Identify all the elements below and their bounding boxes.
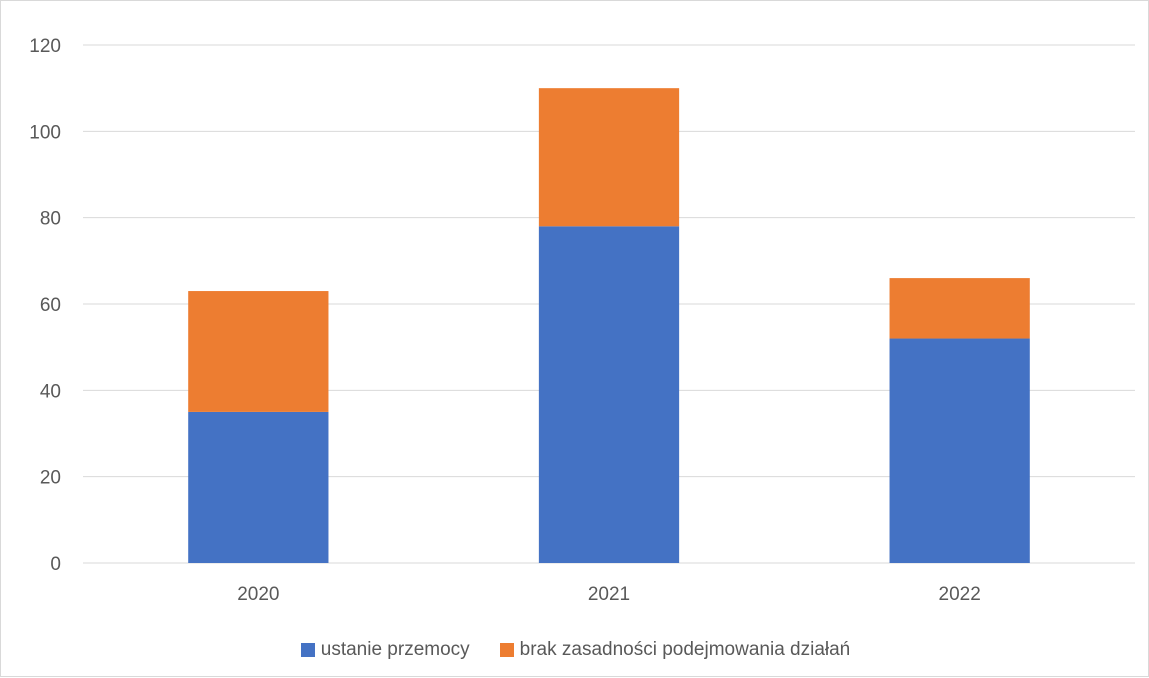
bar-2021-series-0 (538, 226, 680, 564)
chart-legend: ustanie przemocy brak zasadności podejmo… (1, 637, 1149, 663)
y-tick-label-100: 100 (29, 122, 61, 143)
y-tick-label-60: 60 (40, 295, 61, 316)
legend-label-brak-zasadnosci: brak zasadności podejmowania działań (519, 639, 851, 660)
legend-swatch-brak-zasadnosci (499, 643, 514, 657)
legend-item-brak-zasadnosci: brak zasadności podejmowania działań (499, 639, 851, 661)
y-tick-label-40: 40 (40, 381, 61, 402)
y-tick-label-20: 20 (40, 468, 61, 489)
y-tick-label-0: 0 (50, 554, 61, 575)
bar-2021-series-1 (538, 88, 680, 227)
y-tick-label-80: 80 (40, 209, 61, 230)
bar-2022-series-1 (889, 278, 1030, 339)
x-tick-label-2021: 2021 (588, 584, 630, 605)
legend-swatch-ustanie-przemocy (300, 643, 315, 657)
x-tick-label-2020: 2020 (237, 584, 279, 605)
bar-2020-series-1 (188, 291, 329, 412)
bar-2020-series-0 (188, 411, 329, 563)
x-tick-label-2022: 2022 (939, 584, 981, 605)
y-tick-label-120: 120 (29, 36, 61, 57)
legend-label-ustanie-przemocy: ustanie przemocy (320, 639, 470, 660)
bar-2022-series-0 (889, 338, 1030, 563)
legend-item-ustanie-przemocy: ustanie przemocy (300, 639, 470, 661)
